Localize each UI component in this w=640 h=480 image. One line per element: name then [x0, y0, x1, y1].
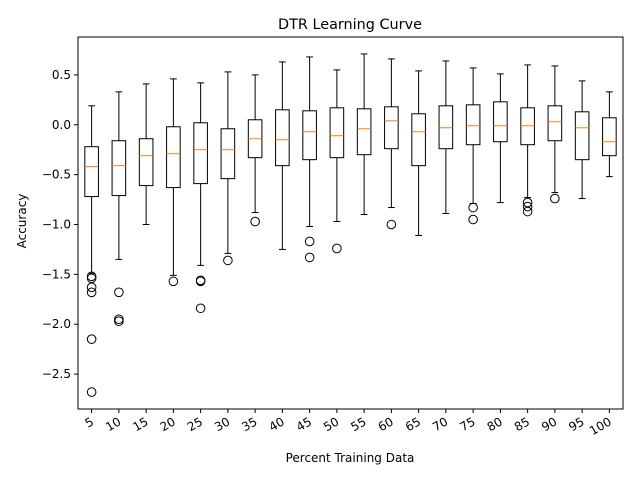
outlier-50-0	[332, 243, 342, 254]
box-45	[302, 110, 317, 161]
outlier-10-0	[114, 287, 124, 298]
box-10	[111, 140, 127, 197]
x-tick-label-10: 10	[103, 414, 123, 434]
box-50	[329, 107, 345, 159]
y-tick-label-0: −2.5	[42, 367, 71, 381]
y-axis-label: Accuracy	[15, 194, 29, 249]
x-axis-label: Percent Training Data	[286, 451, 415, 465]
x-tick-label-30: 30	[212, 414, 232, 434]
outlier-85-2	[522, 206, 533, 217]
x-tick-label-40: 40	[267, 414, 287, 434]
box-55	[356, 108, 372, 156]
x-tick-label-65: 65	[403, 414, 423, 434]
y-tick-label-4: −0.5	[42, 168, 71, 182]
x-tick-label-45: 45	[294, 414, 314, 434]
box-75	[465, 104, 481, 146]
plot-frame	[77, 36, 624, 410]
box-15	[138, 138, 154, 187]
x-tick-label-35: 35	[239, 414, 259, 434]
box-30	[220, 128, 236, 180]
box-40	[275, 109, 290, 167]
x-tick-label-20: 20	[158, 414, 178, 434]
y-tick-label-6: 0.5	[52, 68, 71, 82]
chart-title: DTR Learning Curve	[278, 17, 422, 33]
outlier-45-0	[304, 236, 315, 247]
box-60	[384, 106, 399, 150]
x-tick-label-75: 75	[457, 414, 477, 434]
outlier-85-1	[522, 201, 533, 212]
box-20	[166, 126, 181, 189]
box-90	[547, 105, 563, 142]
outlier-75-1	[468, 214, 478, 225]
outlier-60-0	[386, 219, 397, 230]
outlier-45-1	[304, 252, 315, 263]
outlier-35-0	[250, 216, 260, 227]
outlier-5-4	[86, 334, 97, 344]
x-tick-label-85: 85	[512, 414, 532, 434]
x-tick-label-50: 50	[321, 414, 341, 434]
box-65	[411, 113, 426, 167]
box-80	[493, 101, 508, 143]
outlier-90-0	[550, 193, 560, 204]
box-95	[574, 111, 590, 161]
outlier-25-1	[195, 276, 206, 287]
outlier-5-5	[86, 387, 97, 397]
box-5	[84, 146, 99, 198]
outlier-5-3	[86, 287, 97, 298]
x-tick-label-95: 95	[566, 414, 586, 434]
x-tick-label-80: 80	[485, 414, 505, 434]
y-tick-label-3: −1.0	[42, 217, 71, 231]
outlier-20-0	[168, 276, 179, 287]
x-tick-label-55: 55	[348, 414, 368, 434]
x-tick-label-60: 60	[376, 414, 396, 434]
y-tick-label-1: −2.0	[42, 317, 71, 331]
outlier-75-0	[468, 202, 478, 213]
box-100	[602, 117, 617, 157]
x-tick-label-70: 70	[430, 414, 450, 434]
outlier-30-0	[223, 255, 233, 266]
x-tick-label-25: 25	[185, 414, 205, 434]
x-tick-label-15: 15	[130, 414, 150, 434]
y-tick-label-2: −1.5	[42, 267, 71, 281]
outlier-10-2	[114, 316, 124, 327]
outlier-25-2	[195, 303, 206, 314]
outlier-5-2	[86, 282, 97, 293]
x-tick-label-90: 90	[539, 414, 559, 434]
y-tick-label-5: 0.0	[52, 118, 71, 132]
box-25	[193, 122, 208, 185]
